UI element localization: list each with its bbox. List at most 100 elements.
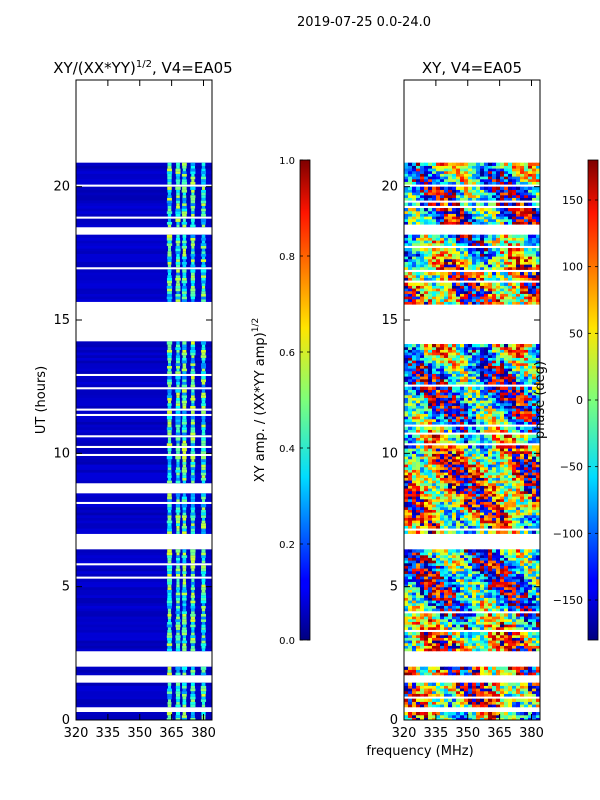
heat-cell xyxy=(516,474,521,478)
heat-cell xyxy=(480,624,485,628)
heat-cell xyxy=(175,277,181,281)
heat-cell xyxy=(440,565,445,569)
heat-cell xyxy=(190,258,195,262)
heat-cell xyxy=(76,594,212,598)
heat-cell xyxy=(436,352,441,356)
heat-cell xyxy=(440,376,445,380)
heat-cell xyxy=(536,349,540,353)
heat-cell xyxy=(452,376,457,380)
heat-cell xyxy=(176,392,180,396)
heat-cell xyxy=(408,445,413,449)
heat-cell xyxy=(444,565,449,569)
heat-cell xyxy=(182,528,187,532)
heat-cell xyxy=(488,592,493,596)
heat-cell xyxy=(191,381,195,385)
heat-cell xyxy=(536,645,540,649)
heat-cell xyxy=(432,413,437,417)
heat-cell xyxy=(492,594,497,598)
heat-cell xyxy=(166,285,173,289)
heat-cell xyxy=(444,418,449,422)
heat-cell xyxy=(460,701,465,705)
heat-cell xyxy=(412,576,417,580)
heat-cell xyxy=(532,666,537,670)
heat-cell xyxy=(528,346,533,350)
heat-cell xyxy=(176,496,180,500)
heat-cell xyxy=(176,450,180,454)
heat-cell xyxy=(191,256,195,260)
heat-cell xyxy=(176,189,180,193)
heat-cell xyxy=(468,509,473,513)
heat-cell xyxy=(436,501,441,505)
heat-cell xyxy=(512,688,517,692)
heat-cell xyxy=(200,512,207,516)
heat-cell xyxy=(428,400,433,404)
heat-cell xyxy=(520,693,525,697)
heat-cell xyxy=(476,498,481,502)
heat-cell xyxy=(436,354,441,358)
heat-cell xyxy=(504,597,509,601)
heat-cell xyxy=(444,592,449,596)
heat-cell xyxy=(416,448,421,452)
heat-cell xyxy=(464,496,469,500)
heat-cell xyxy=(508,410,513,414)
heat-cell xyxy=(500,562,505,566)
heat-cell xyxy=(476,357,481,361)
heat-cell xyxy=(408,434,413,438)
heat-cell xyxy=(508,637,513,641)
heat-cell xyxy=(476,672,481,676)
heat-cell xyxy=(190,456,196,460)
heat-cell xyxy=(166,456,173,460)
heat-cell xyxy=(201,186,206,190)
heat-cell xyxy=(456,501,461,505)
heat-cell xyxy=(440,389,445,393)
heat-cell xyxy=(508,368,513,372)
heat-cell xyxy=(464,597,469,601)
heat-cell xyxy=(420,712,425,716)
heat-cell xyxy=(424,474,429,478)
heat-cell xyxy=(508,405,513,409)
heat-cell xyxy=(460,402,465,406)
heat-cell xyxy=(504,301,509,305)
heat-cell xyxy=(496,426,501,430)
heat-cell xyxy=(508,488,513,492)
heat-cell xyxy=(536,688,540,692)
heat-cell xyxy=(532,554,537,558)
heat-cell xyxy=(408,624,413,628)
heat-cell xyxy=(444,456,449,460)
heat-cell xyxy=(532,613,537,617)
heat-cell xyxy=(480,640,485,644)
heat-cell xyxy=(412,560,417,564)
heat-cell xyxy=(76,624,212,628)
heat-cell xyxy=(460,645,465,649)
heat-cell xyxy=(412,445,417,449)
heat-cell xyxy=(492,712,497,716)
heat-cell xyxy=(404,645,409,649)
heat-cell xyxy=(456,410,461,414)
heat-cell xyxy=(440,693,445,697)
heat-cell xyxy=(464,626,469,630)
heat-cell xyxy=(404,514,409,518)
heat-cell xyxy=(408,370,413,374)
heat-cell xyxy=(472,370,477,374)
heat-cell xyxy=(488,608,493,612)
heat-cell xyxy=(468,429,473,433)
heat-cell xyxy=(191,208,195,212)
heat-cell xyxy=(504,421,509,425)
heat-cell xyxy=(440,466,445,470)
heat-cell xyxy=(500,648,505,652)
heat-cell xyxy=(190,573,195,577)
heat-cell xyxy=(201,440,206,444)
heat-cell xyxy=(408,357,413,361)
heat-cell xyxy=(190,237,196,241)
heat-cell xyxy=(456,450,461,454)
heat-cell xyxy=(488,405,493,409)
x-tick-label: 380 xyxy=(191,726,216,741)
heat-cell xyxy=(472,509,477,513)
heat-cell xyxy=(496,504,501,508)
heat-cell xyxy=(524,365,529,369)
heat-cell xyxy=(492,378,497,382)
heat-cell xyxy=(76,637,212,641)
heat-cell xyxy=(536,560,540,564)
heat-cell xyxy=(408,512,413,516)
heat-cell xyxy=(448,717,453,720)
